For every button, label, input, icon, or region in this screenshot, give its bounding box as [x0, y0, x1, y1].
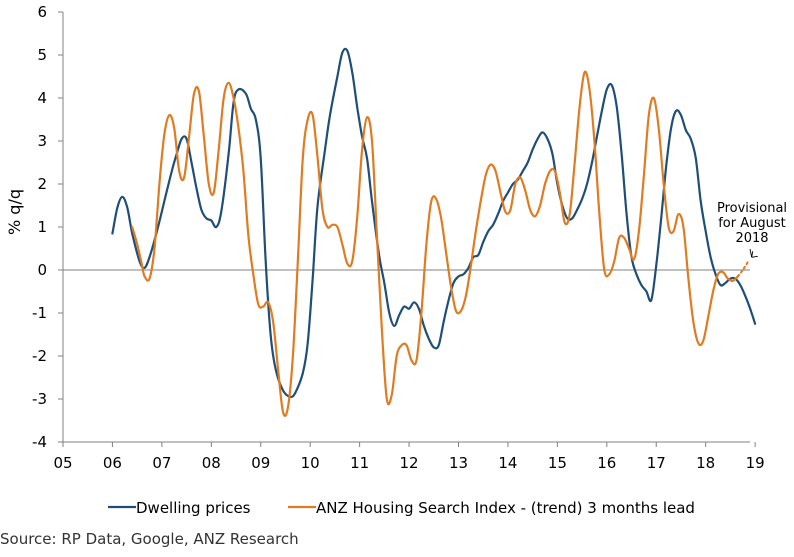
x-tick-label: 11	[350, 454, 369, 472]
x-tick-label: 06	[103, 454, 122, 472]
series-layer	[111, 47, 757, 417]
x-tick-label: 08	[202, 454, 221, 472]
source-note: Source: RP Data, Google, ANZ Research	[0, 530, 299, 548]
x-tick-label: 13	[449, 454, 468, 472]
x-tick-label: 17	[647, 454, 666, 472]
y-tick-label: -3	[32, 390, 47, 408]
x-tick-label: 07	[152, 454, 171, 472]
legend: Dwelling prices ANZ Housing Search Index …	[108, 499, 695, 517]
legend-label: Dwelling prices	[136, 499, 251, 517]
x-tick-label: 18	[696, 454, 715, 472]
y-tick-label: 2	[37, 175, 47, 193]
y-tick-label: 0	[37, 261, 47, 279]
series-line-search-index	[131, 70, 739, 417]
x-tick-label: 09	[251, 454, 270, 472]
annotation-text: 2018	[735, 231, 768, 246]
x-tick-label: 14	[498, 454, 517, 472]
x-tick-label: 16	[597, 454, 616, 472]
y-tick-label: 4	[37, 89, 47, 107]
y-tick-label: -4	[32, 433, 47, 451]
x-tick-label: 15	[548, 454, 567, 472]
legend-item-search-index: ANZ Housing Search Index - (trend) 3 mon…	[288, 499, 695, 517]
x-tick-label: 10	[301, 454, 320, 472]
annotation-text: Provisional	[717, 201, 787, 216]
series-line-provisional	[736, 261, 749, 278]
x-tick-label: 19	[746, 454, 765, 472]
y-tick-label: -2	[32, 347, 47, 365]
y-tick-label: 5	[37, 46, 47, 64]
annotation-text: for August	[718, 216, 786, 231]
series-line-dwelling-prices	[111, 47, 757, 399]
y-tick-label: -1	[32, 304, 47, 322]
x-tick-label: 05	[53, 454, 72, 472]
x-tick-label: 12	[400, 454, 419, 472]
y-tick-label: 1	[37, 218, 47, 236]
legend-item-dwelling-prices: Dwelling prices	[108, 499, 251, 517]
annotation-arrow	[749, 248, 753, 258]
annotation-arrowhead	[751, 251, 758, 258]
y-axis-label: % q/q	[5, 189, 24, 235]
y-tick-label: 6	[37, 3, 47, 21]
legend-label: ANZ Housing Search Index - (trend) 3 mon…	[316, 499, 695, 517]
y-tick-label: 3	[37, 132, 47, 150]
